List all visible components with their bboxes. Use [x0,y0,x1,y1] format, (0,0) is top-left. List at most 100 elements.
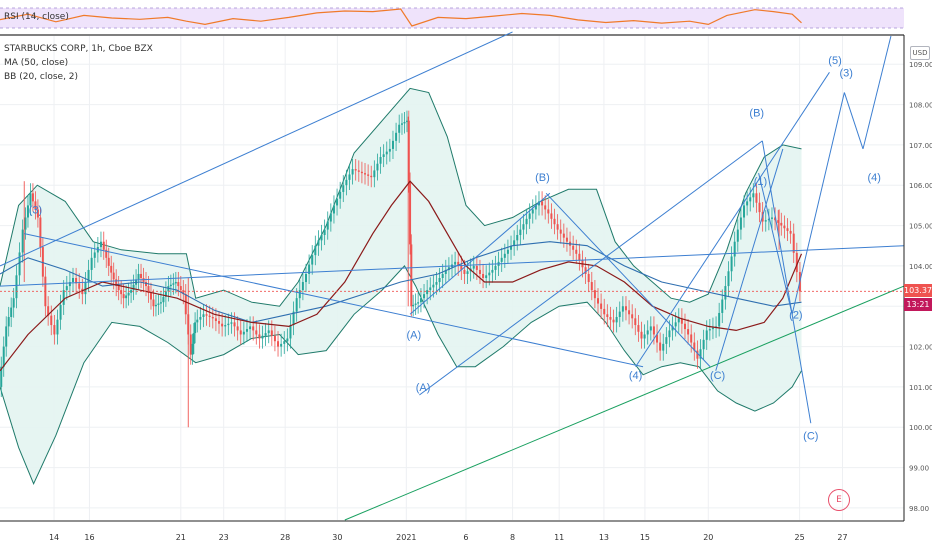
candle-body [559,229,562,234]
trendline[interactable] [409,192,551,315]
candle-body [125,295,128,299]
candle-body [15,275,18,299]
candle-body [494,265,497,270]
candle-body [544,205,547,210]
earnings-event-marker[interactable]: E [828,489,850,511]
candle-body [429,287,432,291]
candle-body [441,273,444,278]
candle-body [84,282,87,295]
candle-body [789,230,792,234]
trendline[interactable] [758,173,793,315]
candle-body [547,209,550,214]
candle-body [590,282,593,291]
candle-body [31,193,34,202]
trendline[interactable] [761,140,812,424]
candle-body [342,185,345,192]
candle-body [587,273,590,283]
candle-body [522,224,525,230]
candle-body [624,306,627,311]
wave-label: (3) [839,67,852,79]
candle-body [631,314,634,319]
trendline[interactable] [635,72,830,368]
candle-body [488,272,491,276]
symbol-legend[interactable]: STARBUCKS CORP, 1h, Cboe BZX [4,44,153,54]
time-tick-label: 23 [219,533,229,542]
candle-body [233,322,236,327]
trendline[interactable] [715,148,784,371]
candle-body [724,286,727,300]
candle-body [662,343,665,351]
candle-body [391,140,394,149]
candle-body [270,330,273,336]
candle-body [405,120,408,123]
candle-body [646,330,649,335]
trendline-drawings[interactable] [0,31,905,521]
candle-body [417,302,420,304]
candle-body [376,163,379,171]
price-tick-label: 109.00 [909,61,932,69]
candle-body [177,282,180,287]
trendline[interactable] [24,233,644,368]
ma-indicator-label[interactable]: MA (50, close) [4,58,69,68]
candle-body [414,303,417,305]
candle-body [174,282,177,284]
candle-body [528,213,531,219]
wave-label: (5) [828,55,841,67]
candle-body [665,337,668,344]
wave-label: (B) [535,172,550,184]
candle-body [708,329,711,331]
currency-badge[interactable]: USD [910,46,930,60]
candle-body [677,318,680,323]
candle-body [702,339,705,350]
wave-label: (1) [754,176,767,188]
candle-body [432,284,435,288]
candle-body [354,169,357,171]
trendline[interactable] [545,192,711,368]
candle-body [81,288,84,295]
trendline[interactable] [843,92,864,150]
candle-body [618,311,621,317]
candle-body [130,290,133,293]
trendline[interactable] [0,31,513,267]
trendline[interactable] [0,245,905,287]
candle-body [454,261,457,265]
trendline[interactable] [419,140,763,396]
candle-body [749,197,752,202]
candle-body [194,322,197,334]
trendline[interactable] [862,35,892,150]
candle-body [485,275,488,278]
wave-label: (C) [710,370,725,382]
elliott-wave-labels: (3)(B)(A)(A)(4) (C)(B)(1)(2)(C)(5)(3)(4) [29,55,881,442]
candle-body [345,179,348,186]
candle-body [438,278,441,283]
candle-body [169,284,172,287]
candle-body [733,241,736,257]
candle-body [600,303,603,309]
candle-body [780,222,783,226]
candle-body [211,316,214,319]
time-tick-label: 11 [554,533,564,542]
candle-body [242,331,245,335]
price-axis[interactable]: 98.0099.00100.00101.00102.00103.00104.00… [903,35,932,521]
bb-indicator-label[interactable]: BB (20, close, 2) [4,72,79,82]
candle-body [34,201,37,210]
candle-body [410,244,413,307]
candle-body [149,292,152,300]
candle-body [236,326,239,331]
trendline[interactable] [791,92,845,315]
time-axis[interactable]: 14 16 21 23 28 30 2021 6 8 11 13 15 20 25 27 [0,520,932,550]
candle-body [36,209,39,218]
candle-body [311,255,314,265]
rsi-indicator-label[interactable]: RSI (14, close) [4,12,69,22]
candle-body [472,265,475,269]
candle-body [500,257,503,262]
candle-body [506,249,509,254]
candle-body [107,257,110,266]
candle-body [525,218,528,225]
candle-body [326,221,329,230]
trendline[interactable] [344,285,905,521]
candle-body [93,252,96,258]
candle-body [182,290,185,295]
candle-body [690,334,693,343]
